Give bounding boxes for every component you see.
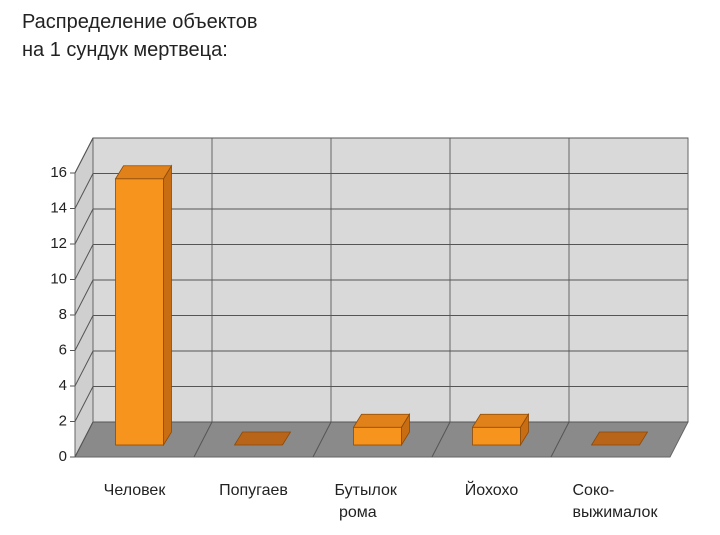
bar-front [353,426,402,446]
divider [431,421,451,458]
grid-line [74,137,94,174]
divider [193,421,213,458]
y-tick-label: 14 [50,199,67,216]
bar [114,164,173,447]
x-tick-label: Соко-выжималок [573,482,659,521]
bar-top [352,413,411,428]
grid-line [74,386,94,422]
divider [312,421,332,458]
bar [352,412,411,447]
grid-line [74,173,94,209]
bar-top [114,165,173,180]
y-tick-label: 16 [50,164,67,181]
y-tick-label: 10 [50,270,67,287]
y-tick-label: 4 [59,377,67,394]
bar [233,431,292,446]
chart-title: на 1 сундук мертвеца: [22,39,228,61]
y-tick-label: 12 [50,235,67,252]
bar [590,431,649,446]
x-tick-label: Человек [104,482,167,499]
x-tick-label: Попугаев [219,482,288,499]
grid-line [74,350,94,387]
bar-top [590,431,649,446]
y-tick-label: 2 [59,412,67,429]
bar-top [471,413,530,428]
grid-line [74,208,94,245]
grid-line [74,279,94,316]
bar-front [472,426,521,446]
chart-title: Распределение объектов [22,11,257,33]
y-tick-label: 0 [59,448,67,465]
grid-line [74,244,94,280]
bar-side [163,164,172,447]
y-tick-label: 8 [59,306,67,323]
bar-top [233,431,292,446]
y-tick-label: 6 [59,341,67,358]
x-tick-label: Йохохо [465,480,519,499]
x-tick-label: Бутылок рома [335,482,398,521]
grid-line [74,315,94,351]
bar-front [115,178,164,446]
divider [550,421,570,458]
grid-line [74,421,94,458]
bar [471,412,530,447]
